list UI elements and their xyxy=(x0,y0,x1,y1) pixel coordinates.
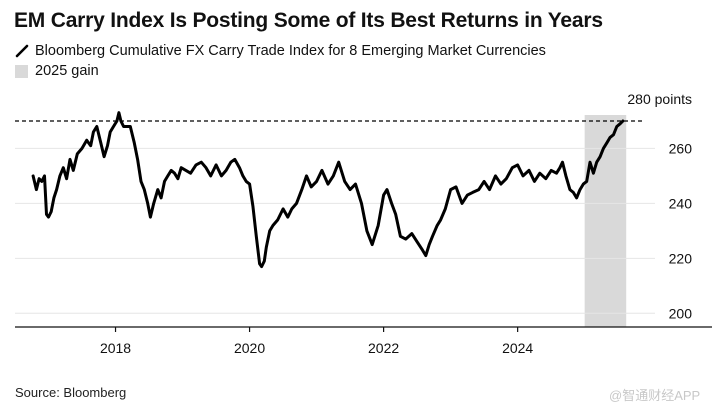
y-tick-label: 260 xyxy=(669,140,693,156)
shaded-2025-region xyxy=(584,115,627,327)
legend-shade-label: 2025 gain xyxy=(35,63,99,79)
legend-shade-swatch xyxy=(15,64,28,78)
legend-line-icon xyxy=(15,44,29,58)
y-unit-label: 280 points xyxy=(627,91,692,107)
legend-series-label: Bloomberg Cumulative FX Carry Trade Inde… xyxy=(35,43,546,59)
x-tick-label: 2022 xyxy=(368,340,399,356)
source-note: Source: Bloomberg xyxy=(15,385,127,400)
y-tick-label: 240 xyxy=(669,195,693,211)
y-tick-label: 200 xyxy=(669,305,693,321)
series-line xyxy=(31,111,625,269)
watermark: @智通财经APP xyxy=(609,388,701,403)
chart-title: EM Carry Index Is Posting Some of Its Be… xyxy=(14,9,603,32)
x-tick-label: 2020 xyxy=(234,340,265,356)
legend-item-series: Bloomberg Cumulative FX Carry Trade Inde… xyxy=(15,43,546,59)
y-tick-label: 220 xyxy=(669,250,693,266)
legend-item-shade: 2025 gain xyxy=(15,63,99,79)
x-tick-label: 2018 xyxy=(100,340,131,356)
x-tick-label: 2024 xyxy=(502,340,533,356)
